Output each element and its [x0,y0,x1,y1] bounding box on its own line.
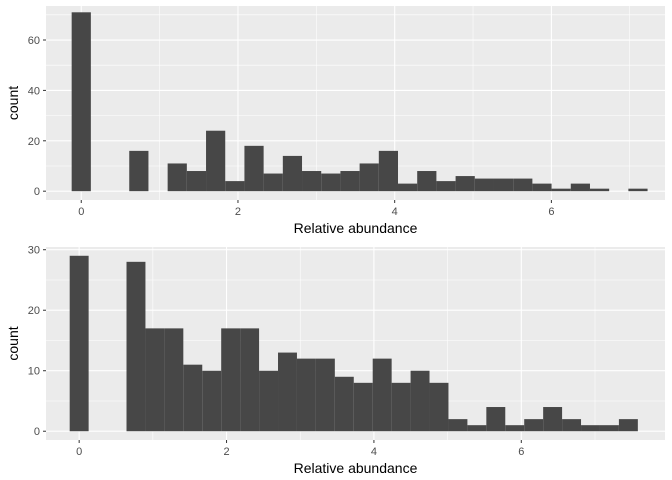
y-tick-label: 0 [34,186,40,198]
histogram-bar [436,181,456,192]
histogram-bar [145,328,165,432]
histogram-bar [126,261,146,432]
histogram-bar [225,181,245,192]
histogram-bar [240,328,260,432]
histogram-bar [69,255,89,432]
histogram-bar [259,370,279,432]
histogram-bar [206,130,226,192]
histogram-bar [221,328,241,432]
x-tick-label: 2 [235,206,241,218]
histogram-bar [164,328,184,432]
y-tick-label: 30 [28,245,40,257]
histogram-bar [455,176,475,192]
x-tick-label: 6 [518,446,524,458]
histogram-bar [551,188,571,192]
histogram-bar [315,358,335,432]
y-tick-label: 0 [34,426,40,438]
histogram-bar [296,358,316,432]
histogram-bar [398,183,418,192]
y-axis-title: count [5,326,21,360]
histogram-bar [581,425,600,432]
histogram-bar [334,376,354,432]
histogram-bar [278,352,297,432]
histogram-bar [302,171,322,192]
panel-background [46,6,665,200]
histogram-bar [448,419,468,432]
histogram-bar [71,12,91,192]
histogram-bar [429,382,449,432]
histogram-bar [524,419,544,432]
y-tick-label: 10 [28,366,40,378]
histogram-bar [628,188,648,192]
histogram-bar [417,171,437,192]
x-tick-label: 4 [392,206,398,218]
histogram-bar [618,419,638,432]
histogram-bar [493,178,514,192]
x-tick-label: 4 [371,446,377,458]
histogram-bar [570,183,590,192]
histogram-bar [202,370,222,432]
histogram-bar [589,188,610,192]
y-axis-title: count [5,86,21,120]
y-tick-label: 40 [28,85,40,97]
x-axis-title: Relative abundance [294,220,418,236]
histogram-bar [532,183,552,192]
x-tick-label: 0 [76,446,82,458]
histogram-bar [129,150,149,192]
histogram-bar [378,150,399,192]
histogram-bar [167,163,187,192]
histogram-bar [467,425,487,432]
histogram-bar [372,358,392,432]
x-tick-label: 2 [223,446,229,458]
histogram-bar [263,173,283,192]
y-tick-label: 60 [28,35,40,47]
x-tick-label: 0 [78,206,84,218]
histogram-bar [562,419,582,432]
histogram-bar [513,178,533,192]
histogram-bar [599,425,619,432]
histogram-bar [486,407,506,432]
histogram-bar [321,173,341,192]
histogram-bar [391,382,411,432]
histogram-bar [340,171,360,192]
histogram-bar [505,425,525,432]
histogram-bar [282,155,303,192]
histogram-bar [543,407,563,432]
y-tick-label: 20 [28,136,40,148]
histogram-bar [186,171,207,192]
histogram-bar [183,364,203,432]
y-tick-label: 20 [28,305,40,317]
histogram-bar [353,382,373,432]
x-tick-label: 6 [548,206,554,218]
histogram-bar [244,145,264,192]
histogram-bar [359,163,379,192]
chart-panel-2: 0 2 4 6 0 10 20 30 Relative abundance count [5,245,665,476]
histogram-bar [474,178,494,192]
x-axis-title: Relative abundance [294,460,418,476]
histogram-bar [410,370,430,432]
